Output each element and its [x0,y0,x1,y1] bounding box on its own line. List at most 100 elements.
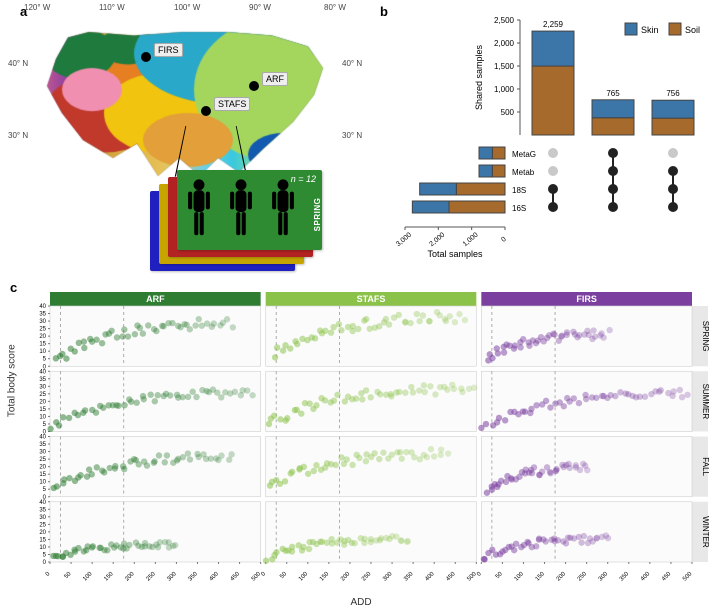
xtick-label: 1,000 [462,231,480,248]
set-row-label: Metab [512,168,535,177]
xtick: 0 [260,571,267,578]
data-point [266,421,272,427]
data-point [396,389,402,395]
data-point [670,388,676,394]
data-point [380,449,386,455]
data-point [577,467,583,473]
data-point [167,392,173,398]
ytick: 35 [39,442,46,448]
data-point [331,397,337,403]
ytick: 5 [43,422,47,428]
legend-swatch-soil [669,23,681,35]
data-point [564,332,570,338]
xtick-label: 0 [500,236,508,244]
data-point [121,466,127,472]
data-point [501,349,507,355]
col-strip-label: STAFS [357,294,386,304]
lon-tick: 80° W [324,3,346,12]
data-point [312,335,318,341]
data-point [196,316,202,322]
data-point [82,407,88,413]
bar-skin [532,31,574,66]
bar-soil [532,66,574,135]
bar-soil [592,118,634,135]
data-point [407,320,413,326]
data-point [563,540,569,546]
data-point [363,458,369,464]
data-point [605,535,611,541]
ytick: 15 [39,537,46,543]
facet-panel [266,371,477,431]
data-point [112,463,118,469]
data-point [593,395,599,401]
data-point [377,391,383,397]
data-point [306,400,312,406]
xtick: 300 [166,571,178,583]
data-point [349,328,355,334]
data-point [93,409,99,415]
set-total-soil [456,183,505,195]
col-strip-label: ARF [146,294,165,304]
season-card-label: SPRING [314,198,323,232]
set-total-skin [479,165,492,177]
data-point [187,326,193,332]
data-point [428,446,434,452]
ytick: 15 [39,342,46,348]
ytick: 30 [39,515,46,521]
data-point [351,540,357,546]
lat-tick: 40° N [342,59,362,68]
data-point [411,454,417,460]
data-point [371,450,377,456]
data-point [273,549,279,555]
data-point [496,415,502,421]
xtick: 200 [124,571,136,583]
data-point [228,451,234,457]
xtick: 150 [319,571,331,583]
data-point [383,316,389,322]
data-point [282,478,288,484]
set-row-label: 18S [512,186,526,195]
xtick: 450 [661,571,673,583]
data-point [75,545,81,551]
data-point [533,402,539,408]
data-point [583,396,589,402]
data-point [274,344,280,350]
data-point [398,538,404,544]
data-point [284,415,290,421]
data-point [451,386,457,392]
ytick: 40 [39,435,46,441]
site-label-stafs: STAFS [214,97,250,111]
data-point [376,456,382,462]
xtick: 50 [279,571,288,580]
data-point [322,397,328,403]
data-point [66,415,72,421]
ytick: 10 [39,414,46,420]
data-point [151,458,157,464]
data-point [63,355,69,361]
data-point [172,542,178,548]
data-point [543,538,549,544]
xtick: 400 [640,571,652,583]
bar-skin [652,100,694,118]
xtick-label: 2,000 [428,231,446,248]
data-point [140,330,146,336]
data-point [114,334,120,340]
data-point [306,546,312,552]
data-point [232,389,238,395]
xtick-label: 3,000 [395,231,413,248]
data-point [590,327,596,333]
xtick: 100 [514,571,526,583]
xtick: 100 [82,571,94,583]
data-point [414,311,420,317]
data-point [147,391,153,397]
data-point [156,452,162,458]
data-point [187,456,193,462]
site-dot-arf [249,81,259,91]
data-point [547,404,553,410]
data-point [388,393,394,399]
data-point [512,342,518,348]
ytick: 35 [39,312,46,318]
data-point [353,395,359,401]
data-point [134,400,140,406]
panel-c-grid: Total body score ARFSTAFSFIRSSPRINGSUMME… [8,288,714,608]
